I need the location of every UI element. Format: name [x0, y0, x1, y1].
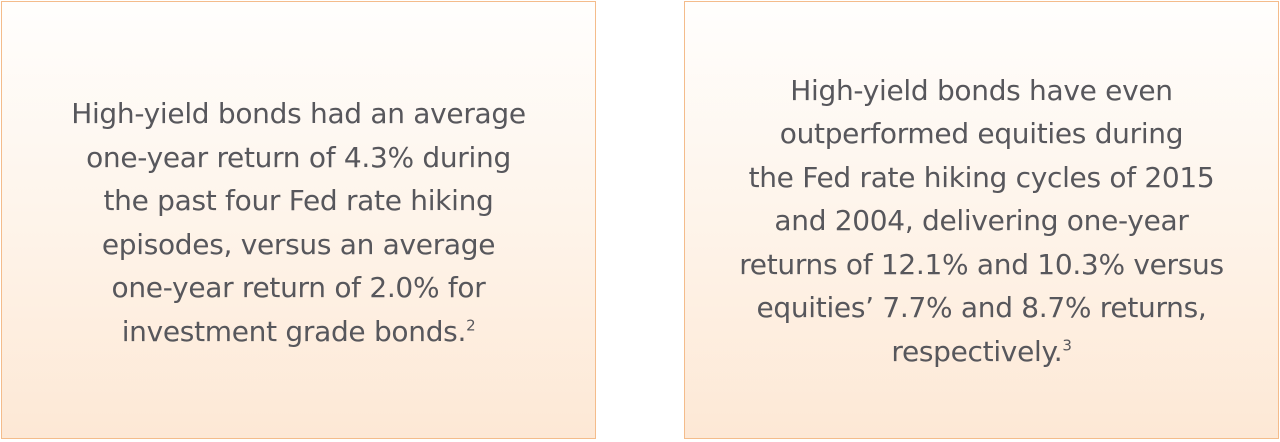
- callout-line: investment grade bonds.: [121, 314, 467, 348]
- callout-line: one-year return of 2.0% for: [111, 271, 486, 304]
- callout-last-line: respectively.3: [739, 330, 1224, 374]
- callout-line: respectively.: [891, 334, 1063, 368]
- callout-box-equities-comparison: High-yield bonds have even outperformed …: [684, 1, 1279, 439]
- callout-text: High-yield bonds have even outperformed …: [739, 69, 1224, 374]
- callout-text: High-yield bonds had an average one-year…: [71, 92, 526, 353]
- callout-line: the Fed rate hiking cycles of 2015: [748, 160, 1215, 194]
- callout-line: equities’ 7.7% and 8.7% returns,: [756, 291, 1207, 325]
- callout-last-line: investment grade bonds.2: [71, 310, 526, 354]
- callout-line: High-yield bonds have even: [790, 73, 1173, 107]
- callout-line: and 2004, delivering one-year: [774, 204, 1189, 238]
- callout-box-hiking-episodes: High-yield bonds had an average one-year…: [1, 1, 596, 439]
- callout-line: the past four Fed rate hiking: [103, 184, 494, 217]
- callout-line: outperformed equities during: [779, 117, 1184, 151]
- footnote-marker: 3: [1062, 336, 1072, 355]
- callout-line: returns of 12.1% and 10.3% versus: [739, 247, 1224, 281]
- callout-line: episodes, versus an average: [101, 227, 496, 261]
- callout-line: one-year return of 4.3% during: [86, 140, 511, 174]
- footnote-marker: 2: [466, 316, 476, 335]
- callout-line: High-yield bonds had an average: [71, 97, 526, 130]
